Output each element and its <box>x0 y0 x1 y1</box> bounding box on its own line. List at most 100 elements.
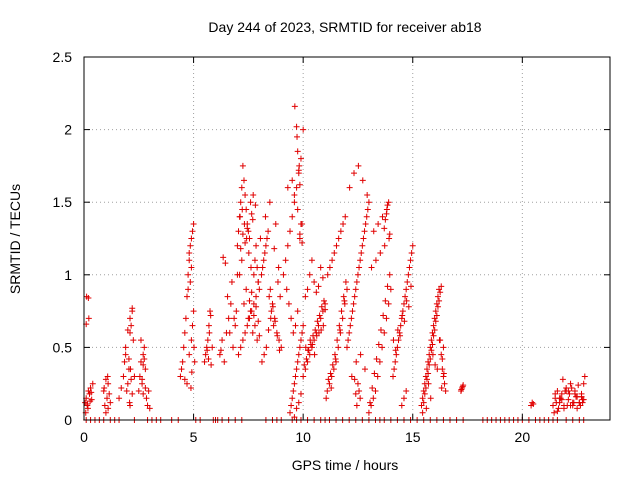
data-point <box>565 396 572 403</box>
data-point <box>458 386 465 393</box>
data-point <box>346 184 353 191</box>
data-point <box>315 283 322 290</box>
data-point <box>559 376 566 383</box>
data-point <box>301 361 308 368</box>
data-point <box>226 329 233 336</box>
data-point <box>206 329 213 336</box>
data-point <box>359 242 366 249</box>
data-point <box>216 351 223 358</box>
data-point <box>423 405 430 412</box>
data-point <box>317 315 324 322</box>
data-point <box>129 390 136 397</box>
data-point <box>348 373 355 380</box>
data-point <box>434 293 441 300</box>
data-point <box>432 308 439 315</box>
data-point <box>304 286 311 293</box>
data-point <box>352 390 359 397</box>
data-point <box>347 322 354 329</box>
data-point <box>106 390 113 397</box>
data-point <box>187 242 194 249</box>
data-point <box>185 271 192 278</box>
data-point <box>140 390 147 397</box>
data-point <box>202 351 209 358</box>
data-point <box>256 286 263 293</box>
data-point <box>319 274 326 281</box>
data-point <box>258 271 265 278</box>
data-point <box>426 361 433 368</box>
data-point <box>551 409 558 416</box>
data-point <box>326 264 333 271</box>
data-point <box>346 329 353 336</box>
data-point <box>382 297 389 304</box>
data-point <box>146 405 153 412</box>
data-point <box>332 356 339 363</box>
data-point <box>189 322 196 329</box>
data-point <box>304 358 311 365</box>
x-tick-label: 10 <box>295 429 311 445</box>
data-point <box>294 148 301 155</box>
data-point <box>441 380 448 387</box>
data-point <box>250 312 257 319</box>
data-point <box>385 199 392 206</box>
data-point <box>231 315 238 322</box>
data-point <box>320 297 327 304</box>
data-point <box>244 225 251 232</box>
data-point <box>311 279 318 286</box>
data-point <box>220 254 227 261</box>
data-point <box>352 286 359 293</box>
data-point <box>313 332 320 339</box>
data-point <box>264 235 271 242</box>
data-point <box>105 380 112 387</box>
data-point <box>439 366 446 373</box>
data-point <box>142 366 149 373</box>
data-point <box>407 257 414 264</box>
data-point <box>395 337 402 344</box>
data-point <box>293 405 300 412</box>
data-point <box>334 337 341 344</box>
data-point <box>131 373 138 380</box>
data-point <box>433 312 440 319</box>
data-point <box>276 337 283 344</box>
data-point <box>294 358 301 365</box>
data-point <box>387 286 394 293</box>
data-point <box>362 220 369 227</box>
x-tick-label: 5 <box>190 429 198 445</box>
data-point <box>227 300 234 307</box>
data-point <box>358 250 365 257</box>
data-point <box>274 332 281 339</box>
data-point <box>129 305 136 312</box>
data-point <box>581 373 588 380</box>
data-point <box>438 385 445 392</box>
data-point <box>354 380 361 387</box>
data-point <box>303 356 310 363</box>
data-point <box>351 376 358 383</box>
data-point <box>284 242 291 249</box>
data-point <box>336 326 343 333</box>
data-point <box>573 393 580 400</box>
data-point <box>563 387 570 394</box>
data-point <box>421 390 428 397</box>
data-point <box>265 326 272 333</box>
data-point <box>383 315 390 322</box>
data-point <box>372 257 379 264</box>
data-point <box>242 239 249 246</box>
data-point <box>178 366 185 373</box>
data-point <box>253 293 260 300</box>
data-point <box>331 351 338 358</box>
data-point <box>248 289 255 296</box>
data-point <box>360 235 367 242</box>
data-point <box>247 199 254 206</box>
data-point <box>318 303 325 310</box>
data-point <box>437 289 444 296</box>
data-point <box>290 329 297 336</box>
data-point <box>241 220 248 227</box>
data-point <box>579 399 586 406</box>
data-point <box>382 216 389 223</box>
data-point <box>297 220 304 227</box>
data-point <box>181 329 188 336</box>
data-point <box>289 213 296 220</box>
data-point <box>219 337 226 344</box>
data-point <box>341 297 348 304</box>
data-point <box>287 228 294 235</box>
